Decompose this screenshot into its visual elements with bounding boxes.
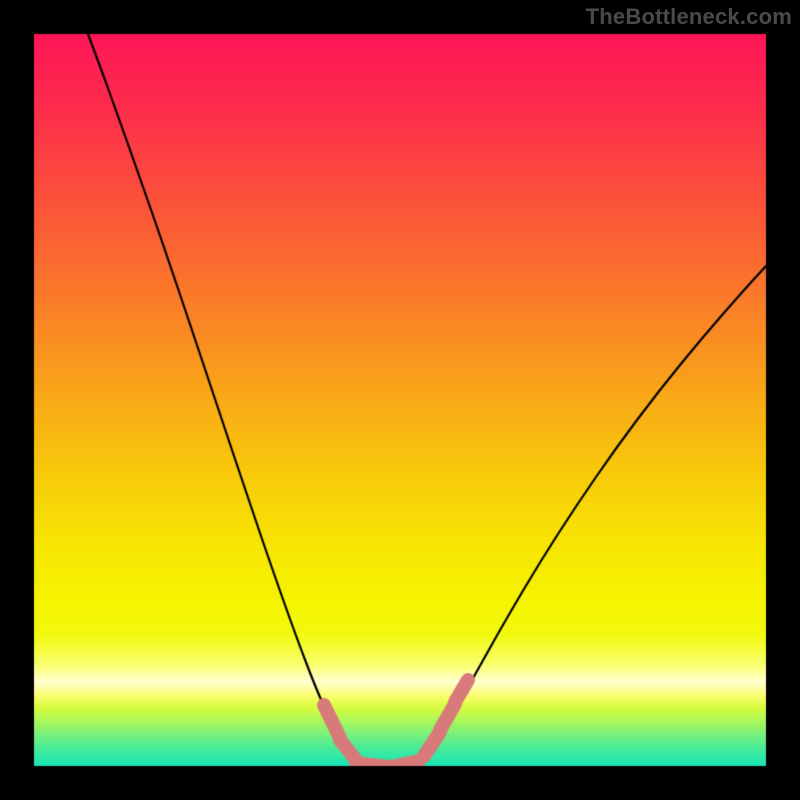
watermark-label: TheBottleneck.com: [586, 4, 792, 30]
chart-canvas: [0, 0, 800, 800]
chart-stage: TheBottleneck.com: [0, 0, 800, 800]
